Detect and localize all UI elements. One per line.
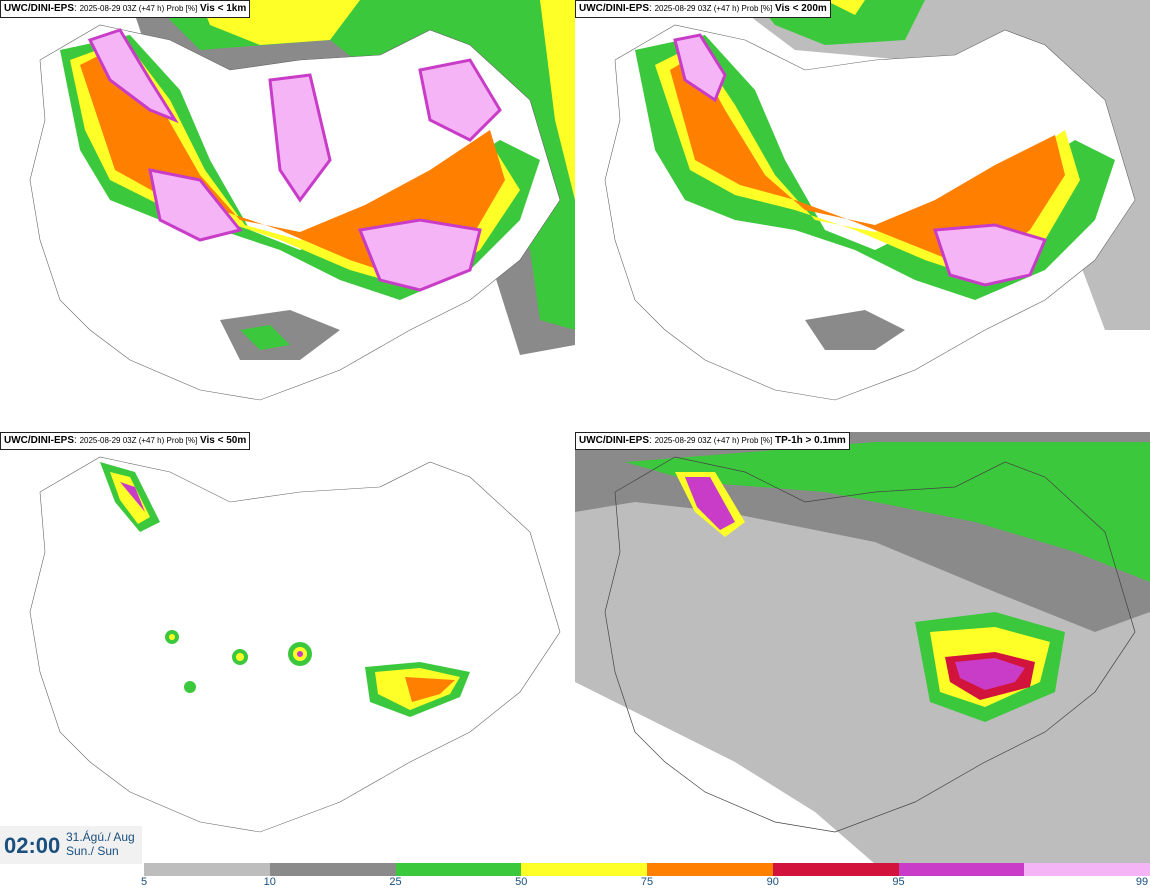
run-meta: 2025-08-29 03Z (+47 h) Prob [%] — [654, 436, 773, 445]
colorbar-tick-label: 95 — [892, 876, 905, 888]
colorbar-tick-label: 99 — [1135, 876, 1149, 888]
valid-date-line1: 31.Ágú./ Aug — [66, 830, 135, 844]
run-meta: 2025-08-29 03Z (+47 h) Prob [%] — [79, 4, 198, 13]
colorbar-segment — [269, 863, 396, 876]
valid-date-line2: Sun./ Sun — [66, 844, 119, 858]
model-label: UWC/DINI-EPS — [579, 3, 649, 14]
map-panel-vis-50m: UWC/DINI-EPS: 2025-08-29 03Z (+47 h) Pro… — [0, 432, 575, 864]
colorbar-tick-label: 10 — [263, 876, 276, 888]
variable-label: TP-1h > 0.1mm — [774, 435, 846, 446]
colorbar-tick-label: 90 — [766, 876, 779, 888]
map-tp-1h — [575, 432, 1150, 864]
colorbar-segment — [521, 863, 647, 876]
variable-label: Vis < 200m — [774, 3, 827, 14]
model-label: UWC/DINI-EPS — [4, 3, 74, 14]
valid-time-box — [0, 826, 142, 864]
map-vis-50m — [29, 456, 561, 833]
map-panel-tp-1h: UWC/DINI-EPS: 2025-08-29 03Z (+47 h) Pro… — [575, 432, 1150, 864]
valid-date: 31.Ágú./ Aug Sun./ Sun — [66, 830, 135, 858]
colorbar-tick-label: 50 — [515, 876, 528, 888]
colorbar-segment — [898, 863, 1025, 876]
colorbar-segment — [395, 863, 522, 876]
run-meta: 2025-08-29 03Z (+47 h) Prob [%] — [79, 436, 198, 445]
colorbar-tick-label: 25 — [389, 876, 402, 888]
panel-title: UWC/DINI-EPS: 2025-08-29 03Z (+47 h) Pro… — [575, 432, 850, 450]
panel-title: UWC/DINI-EPS: 2025-08-29 03Z (+47 h) Pro… — [0, 432, 251, 450]
colorbar-segment — [647, 863, 773, 876]
panel-title: UWC/DINI-EPS: 2025-08-29 03Z (+47 h) Pro… — [575, 0, 831, 18]
variable-label: Vis < 50m — [199, 435, 247, 446]
model-label: UWC/DINI-EPS — [4, 435, 74, 446]
colorbar-segment — [144, 863, 270, 876]
run-meta: 2025-08-29 03Z (+47 h) Prob [%] — [654, 4, 773, 13]
model-label: UWC/DINI-EPS — [579, 435, 649, 446]
colorbar-tick-label: 5 — [140, 876, 148, 888]
panel-title: UWC/DINI-EPS: 2025-08-29 03Z (+47 h) Pro… — [0, 0, 251, 18]
colorbar-segment — [772, 863, 899, 876]
map-vis-200m — [604, 0, 1150, 401]
colorbar-segment — [1024, 863, 1150, 876]
map-panel-vis-1km: UWC/DINI-EPS: 2025-08-29 03Z (+47 h) Pro… — [0, 0, 575, 432]
colorbar — [144, 863, 1150, 876]
map-vis-1km — [29, 0, 575, 401]
map-panel-vis-200m: UWC/DINI-EPS: 2025-08-29 03Z (+47 h) Pro… — [575, 0, 1150, 432]
colorbar-ticks: 5 10 25 50 75 90 95 99 — [0, 876, 1150, 890]
valid-time: 02:00 — [4, 833, 61, 858]
variable-label: Vis < 1km — [199, 3, 247, 14]
colorbar-tick-label: 75 — [640, 876, 654, 888]
